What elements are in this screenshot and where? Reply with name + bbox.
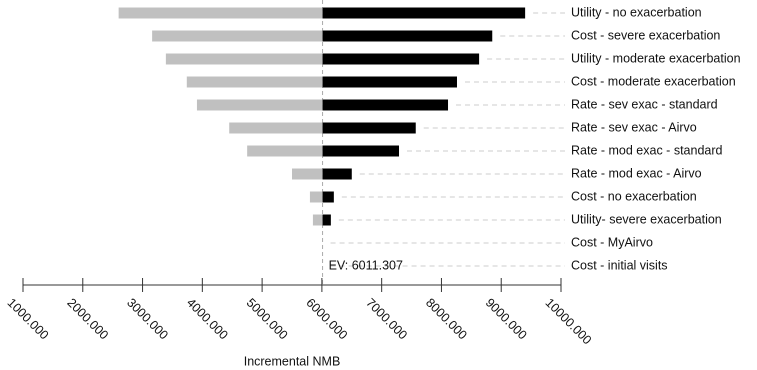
category-label: Utility - no exacerbation bbox=[571, 5, 702, 19]
high-bar bbox=[322, 53, 480, 65]
low-bar bbox=[312, 214, 323, 226]
high-bar bbox=[322, 168, 352, 180]
high-bar bbox=[322, 191, 334, 203]
high-bar bbox=[322, 76, 457, 88]
high-bar bbox=[322, 214, 331, 226]
x-tick-label: 6000.000 bbox=[303, 296, 350, 343]
category-label: Cost - initial visits bbox=[571, 258, 668, 272]
category-label: Utility - moderate exacerbation bbox=[571, 51, 741, 65]
category-label: Rate - mod exac - standard bbox=[571, 143, 723, 157]
category-label: Cost - severe exacerbation bbox=[571, 28, 720, 42]
category-label: Rate - mod exac - Airvo bbox=[571, 166, 702, 180]
x-tick-label: 4000.000 bbox=[184, 296, 231, 343]
low-bar bbox=[229, 122, 323, 134]
high-bar bbox=[322, 7, 526, 19]
high-bar bbox=[322, 122, 416, 134]
x-tick-label: 7000.000 bbox=[363, 296, 410, 343]
x-tick-label: 3000.000 bbox=[124, 296, 171, 343]
low-bar bbox=[165, 53, 323, 65]
x-tick-label: 5000.000 bbox=[244, 296, 291, 343]
x-tick-label: 1000.000 bbox=[5, 296, 52, 343]
x-tick-label: 10000.000 bbox=[543, 296, 595, 348]
ev-annotation: EV: 6011.307 bbox=[329, 258, 403, 272]
category-label: Utility- severe exacerbation bbox=[571, 212, 722, 226]
low-bar bbox=[247, 145, 323, 157]
high-bar bbox=[322, 30, 493, 42]
high-bar bbox=[322, 145, 400, 157]
low-bar bbox=[292, 168, 323, 180]
category-label: Rate - sev exac - Airvo bbox=[571, 120, 697, 134]
category-label: Rate - sev exac - standard bbox=[571, 97, 718, 111]
x-tick-label: 8000.000 bbox=[423, 296, 470, 343]
category-label: Cost - moderate exacerbation bbox=[571, 74, 736, 88]
low-bar bbox=[196, 99, 323, 111]
x-axis-title: Incremental NMB bbox=[244, 354, 341, 368]
low-bar bbox=[118, 7, 323, 19]
category-label: Cost - no exacerbation bbox=[571, 189, 697, 203]
category-label: Cost - MyAirvo bbox=[571, 235, 653, 249]
high-bar bbox=[322, 99, 449, 111]
x-tick-label: 2000.000 bbox=[64, 296, 111, 343]
low-bar bbox=[152, 30, 323, 42]
x-tick-label: 9000.000 bbox=[483, 296, 530, 343]
low-bar bbox=[309, 191, 323, 203]
low-bar bbox=[186, 76, 323, 88]
